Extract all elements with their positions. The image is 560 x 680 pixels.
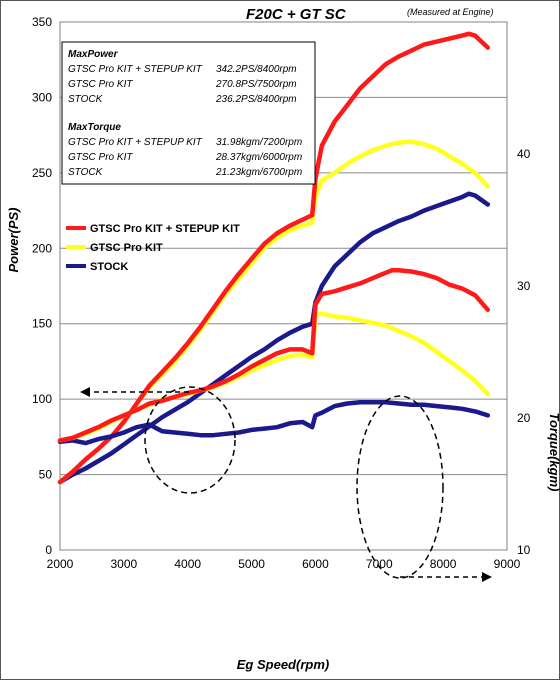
y-tick-label: 150 [32,317,52,331]
y-tick-label: 200 [32,241,52,255]
legend: GTSC Pro KIT + STEPUP KIT GTSC Pro KIT S… [66,223,240,273]
max-torque-heading: MaxTorque [68,122,121,133]
x-tick-label: 2000 [47,557,74,571]
power-stock-line [57,191,491,485]
y-axis-label: Power(PS) [6,207,21,272]
left-arrowhead-icon [80,387,90,397]
torque-highlight-ellipse [356,395,444,579]
y-tick-label: 100 [32,392,52,406]
power-stepup-line [57,31,491,485]
legend-label-stepup: GTSC Pro KIT + STEPUP KIT [90,223,240,235]
x-tick-label: 4000 [174,557,201,571]
right-arrowhead-icon [482,572,492,582]
y-tick-label: 250 [32,166,52,180]
y2-axis-label: Torque(kgm) [547,413,560,492]
y-tick-label: 0 [45,543,52,557]
torque-row-value: 31.98kgm/7200rpm [216,137,302,148]
info-box-border [61,41,316,185]
y-tick-label: 50 [39,468,53,482]
series-lines [57,31,491,485]
y2-tick-label: 30 [517,279,531,293]
chart-title: F20C + GT SC [246,6,347,23]
chart-subtitle: (Measured at Engine) [407,7,494,17]
legend-label-prokit: GTSC Pro KIT [90,242,163,254]
power-row-value: 342.2PS/8400rpm [216,64,297,75]
power-row-label: GTSC Pro KIT [68,79,133,90]
torque-row-label: STOCK [68,167,104,178]
y2-tick-label: 40 [517,147,531,161]
power-row-label: GTSC Pro KIT + STEPUP KIT [68,64,203,75]
torque-row-label: GTSC Pro KIT [68,152,133,163]
torque-row-value: 28.37kgm/6000rpm [215,152,302,163]
y2-tick-label: 20 [517,411,531,425]
y-tick-label: 300 [32,90,52,104]
y2-tick-label: 10 [517,543,531,557]
power-highlight-ellipse [144,386,236,494]
x-tick-label: 3000 [111,557,138,571]
x-tick-label: 9000 [494,557,521,571]
torque-stock-line [57,399,491,446]
torque-row-value: 21.23kgm/6700rpm [215,167,302,178]
power-row-label: STOCK [68,94,104,105]
torque-row-label: GTSC Pro KIT + STEPUP KIT [68,137,203,148]
max-power-heading: MaxPower [68,49,119,60]
x-tick-label: 5000 [238,557,265,571]
power-row-value: 270.8PS/7500rpm [215,79,297,90]
x-tick-label: 8000 [430,557,457,571]
legend-label-stock: STOCK [90,261,128,273]
y-tick-label: 350 [32,15,52,29]
max-values-box: MaxPower GTSC Pro KIT + STEPUP KIT 342.2… [61,41,316,185]
x-tick-label: 7000 [366,557,393,571]
x-tick-label: 6000 [302,557,329,571]
tick-labels: 0 50 100 150 200 250 300 350 10 20 30 40 2000 3000 400… [32,15,531,571]
torque-stepup-line [57,267,491,443]
x-axis-label: Eg Speed(rpm) [237,657,329,672]
power-row-value: 236.2PS/8400rpm [215,94,297,105]
